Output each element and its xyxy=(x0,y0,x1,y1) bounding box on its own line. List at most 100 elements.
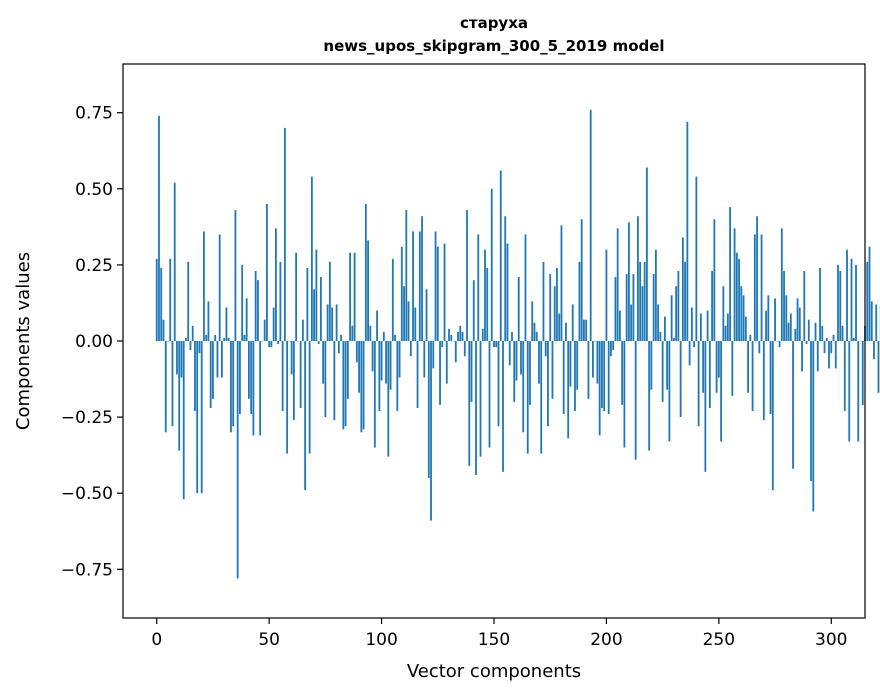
x-tick-label: 300 xyxy=(815,630,847,650)
bar xyxy=(639,261,642,341)
bar xyxy=(400,246,403,341)
bar xyxy=(531,301,534,341)
bar xyxy=(578,261,581,341)
bar xyxy=(459,325,462,341)
bar xyxy=(371,341,374,372)
bar xyxy=(230,341,232,433)
bar xyxy=(666,341,669,390)
bar xyxy=(846,249,848,341)
bar xyxy=(848,341,851,442)
bar xyxy=(596,341,599,384)
bar xyxy=(391,258,394,341)
bar xyxy=(277,341,280,345)
bar xyxy=(351,325,354,341)
bar xyxy=(630,304,633,341)
bar xyxy=(281,341,284,412)
bar xyxy=(535,331,538,341)
bar xyxy=(619,310,621,341)
bar xyxy=(749,334,752,341)
bar xyxy=(659,331,662,341)
bar xyxy=(780,228,783,341)
bar xyxy=(792,341,794,469)
bar xyxy=(704,341,707,472)
bar xyxy=(403,286,405,341)
bar xyxy=(484,249,486,341)
bar xyxy=(290,341,293,375)
bar xyxy=(205,334,208,341)
bar xyxy=(333,341,336,421)
bar xyxy=(385,341,387,384)
bar xyxy=(798,307,801,341)
bar xyxy=(209,341,212,408)
bar xyxy=(708,341,711,408)
bar xyxy=(164,341,167,433)
bar xyxy=(529,341,531,405)
bar xyxy=(450,334,453,341)
y-tick-label: 0.50 xyxy=(75,180,113,200)
bar xyxy=(789,313,792,341)
bar xyxy=(481,328,484,341)
bar xyxy=(349,252,351,341)
bar xyxy=(652,274,655,341)
chart-subtitle: news_upos_skipgram_300_5_2019 model xyxy=(323,37,664,55)
bar xyxy=(632,274,635,341)
bar xyxy=(441,341,444,348)
bar xyxy=(684,261,687,341)
bar xyxy=(308,341,311,454)
bar xyxy=(196,341,199,494)
bar xyxy=(549,274,552,341)
bar xyxy=(783,270,785,341)
bar xyxy=(493,341,495,348)
bar xyxy=(212,341,214,399)
bar xyxy=(654,249,657,341)
bar xyxy=(250,341,253,415)
bar xyxy=(436,246,439,341)
y-axis-ticks: −0.75 −0.50 −0.25 0.00 0.25 0.50 0.75 xyxy=(61,104,123,580)
bar xyxy=(158,115,160,341)
bar xyxy=(315,249,318,341)
bar xyxy=(610,341,612,357)
bar xyxy=(551,341,554,399)
bar xyxy=(342,341,345,430)
bar xyxy=(337,341,340,354)
bar xyxy=(243,334,246,341)
bar xyxy=(245,298,248,341)
bar xyxy=(499,170,502,341)
bar xyxy=(819,267,821,341)
bar xyxy=(367,240,369,341)
bar xyxy=(234,210,237,341)
bar xyxy=(729,207,731,341)
bar xyxy=(380,341,383,381)
bar xyxy=(715,341,718,393)
bar xyxy=(236,341,239,579)
bar xyxy=(837,264,839,341)
bar xyxy=(353,252,356,341)
bar xyxy=(508,341,511,366)
bar xyxy=(648,341,651,451)
bar xyxy=(834,341,837,369)
bar xyxy=(389,341,392,390)
bar xyxy=(735,252,738,341)
bar xyxy=(774,298,776,341)
bar xyxy=(681,237,684,341)
bar xyxy=(214,334,217,341)
bar xyxy=(275,228,277,341)
bar xyxy=(513,341,516,402)
bar xyxy=(524,234,527,341)
bar xyxy=(520,341,522,375)
bar xyxy=(301,319,304,341)
bar xyxy=(623,341,626,448)
y-tick-label: −0.50 xyxy=(61,484,113,504)
y-tick-label: 0.00 xyxy=(75,332,113,352)
bar xyxy=(756,216,758,341)
bar xyxy=(686,121,689,341)
bar xyxy=(340,334,342,341)
bar xyxy=(839,270,842,341)
bar xyxy=(155,258,158,341)
bar xyxy=(194,341,196,412)
bar xyxy=(364,204,367,341)
bar xyxy=(866,261,869,341)
bar xyxy=(672,337,675,341)
bar xyxy=(331,307,334,341)
bar xyxy=(787,322,790,341)
